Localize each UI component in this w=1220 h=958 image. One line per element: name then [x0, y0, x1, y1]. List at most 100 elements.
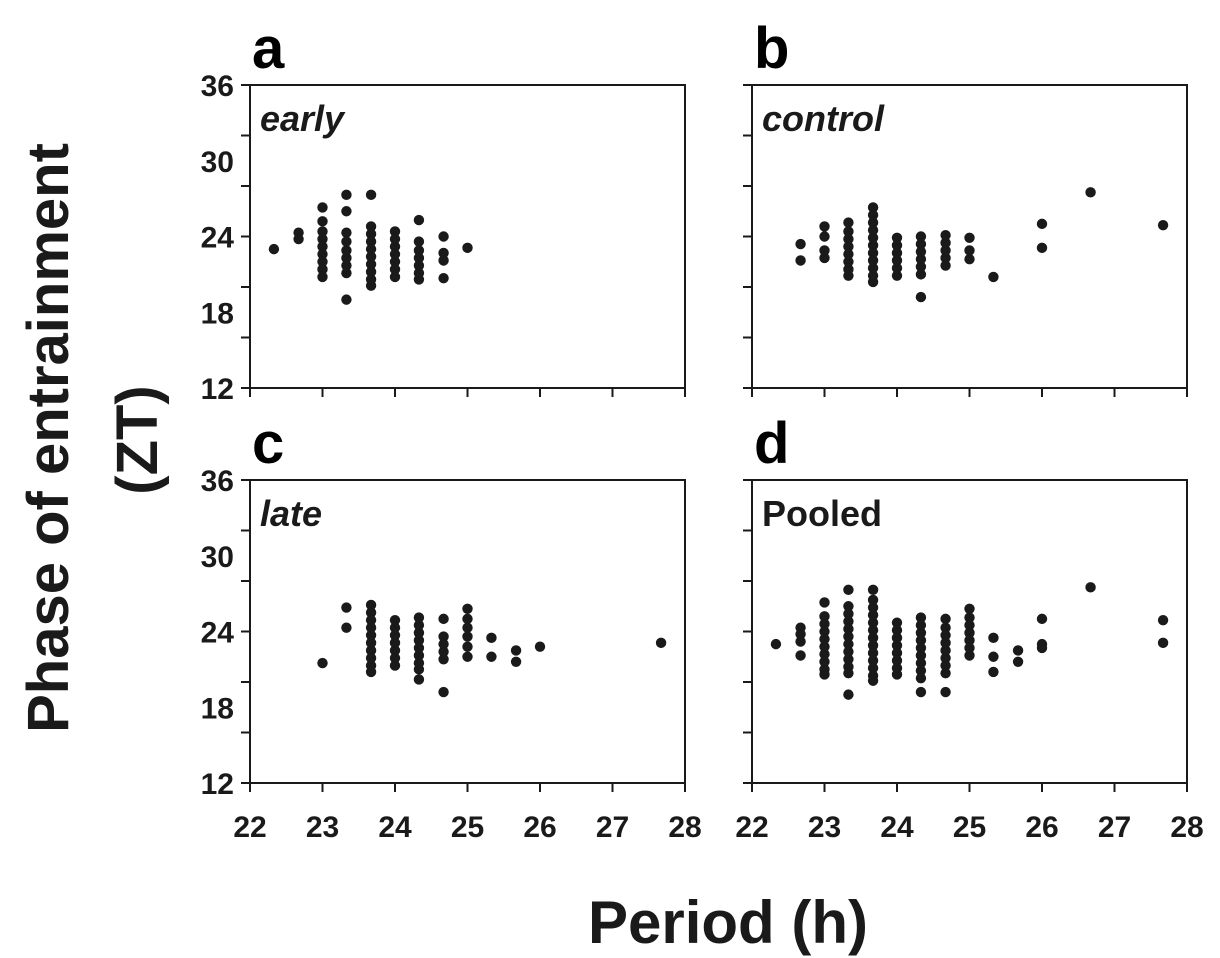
data-point — [341, 245, 352, 256]
x-tick-label: 22 — [233, 811, 266, 844]
data-point — [655, 637, 667, 649]
data-point — [940, 230, 951, 241]
data-point — [389, 248, 401, 260]
data-point — [915, 657, 927, 669]
x-tick-label: 27 — [1098, 811, 1131, 844]
data-point — [940, 252, 951, 264]
data-point — [891, 232, 903, 243]
data-point — [964, 612, 975, 623]
y-axis-title-unit: (ZT) — [105, 385, 170, 495]
data-point — [413, 245, 425, 256]
data-point — [964, 635, 975, 646]
data-point — [795, 650, 806, 661]
y-tick-label: 30 — [201, 146, 234, 179]
data-point — [819, 656, 830, 667]
data-point — [867, 675, 879, 686]
data-point — [964, 650, 975, 661]
data-point — [1036, 242, 1048, 254]
data-point — [413, 664, 425, 675]
x-tick-label: 24 — [880, 811, 914, 844]
data-point — [413, 674, 425, 685]
data-point — [365, 251, 377, 262]
data-point — [1157, 614, 1169, 626]
data-point — [413, 627, 425, 638]
data-point — [843, 270, 854, 281]
data-point — [413, 274, 425, 285]
data-point — [438, 255, 449, 266]
data-point — [365, 243, 377, 255]
x-tick-label: 22 — [735, 811, 768, 844]
panels-group: a early 12 18 24 30 36 b control c late 12 18 24 30 36 2… — [201, 16, 1204, 844]
data-point — [462, 603, 473, 614]
data-point — [389, 226, 401, 237]
data-point — [819, 245, 830, 256]
data-point — [365, 637, 377, 649]
data-point — [964, 254, 975, 265]
data-point — [462, 651, 473, 662]
data-point — [940, 686, 951, 698]
data-point — [843, 608, 854, 620]
data-point — [389, 637, 401, 649]
y-tick-label: 30 — [201, 541, 234, 574]
data-point — [867, 255, 879, 266]
data-point — [915, 291, 927, 303]
data-point — [341, 267, 352, 279]
data-point — [915, 650, 927, 661]
data-point — [915, 238, 927, 250]
data-point — [940, 652, 951, 664]
data-point — [365, 236, 377, 247]
panel-a: a early 12 18 24 30 36 — [201, 16, 686, 406]
data-point — [915, 673, 927, 684]
data-point — [915, 686, 927, 698]
data-point — [365, 221, 377, 232]
panel-c: c late 12 18 24 30 36 22 23 24 25 26 27 28 — [201, 411, 702, 844]
data-point — [341, 236, 352, 247]
data-point — [940, 613, 951, 625]
data-point — [795, 238, 806, 250]
data-point — [317, 202, 328, 213]
data-point — [819, 611, 830, 622]
data-point — [867, 232, 879, 243]
data-point — [964, 245, 975, 256]
data-point — [867, 617, 879, 628]
data-point — [462, 631, 473, 642]
y-tick-label: 36 — [201, 465, 234, 498]
data-point — [964, 603, 975, 614]
data-point — [1085, 582, 1096, 593]
data-point — [891, 632, 903, 644]
data-point — [438, 638, 449, 650]
data-point — [389, 652, 401, 664]
panel-letter-c: c — [252, 411, 284, 476]
y-tick-label: 12 — [201, 373, 234, 406]
y-axis-title: Phase of entrainment — [16, 143, 81, 733]
data-point — [438, 646, 449, 657]
data-point — [940, 245, 951, 256]
data-point — [365, 259, 377, 270]
data-point — [867, 276, 879, 288]
data-point — [438, 631, 449, 642]
data-point — [317, 241, 328, 252]
data-point — [365, 652, 377, 664]
data-point — [389, 630, 401, 641]
data-point — [867, 609, 879, 621]
data-point — [891, 255, 903, 266]
data-point — [867, 262, 879, 274]
data-point — [389, 264, 401, 275]
data-point — [915, 627, 927, 638]
data-point — [510, 656, 522, 667]
data-point — [413, 252, 425, 264]
data-point — [891, 655, 903, 666]
panel-label-a: early — [260, 98, 346, 139]
data-point — [389, 256, 401, 267]
data-point — [915, 261, 927, 272]
data-point — [843, 584, 854, 596]
data-point — [795, 636, 806, 647]
panel-letter-d: d — [754, 411, 789, 476]
data-point — [867, 202, 879, 213]
data-point — [341, 622, 352, 633]
data-point — [915, 635, 927, 646]
data-point — [915, 269, 927, 280]
y-tick-label: 18 — [201, 692, 234, 725]
data-point — [843, 241, 854, 252]
